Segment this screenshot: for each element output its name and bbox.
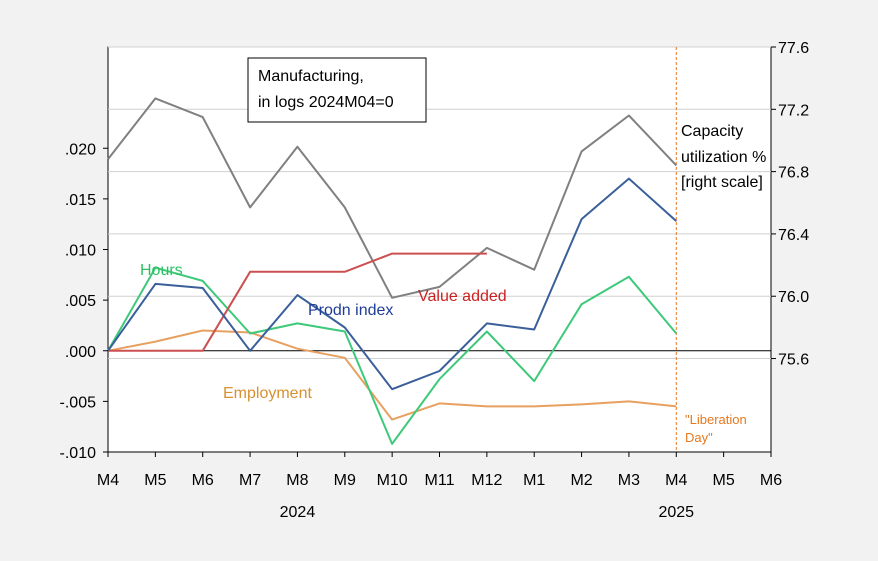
title-line-1: Manufacturing, — [258, 68, 364, 85]
x-tick-label: M7 — [239, 472, 261, 489]
x-tick-label: M1 — [523, 472, 545, 489]
series-line-hours — [107, 266, 678, 445]
x-tick-label: M2 — [570, 472, 592, 489]
series-label-prodn-index: Prodn index — [308, 302, 393, 319]
x-tick-label: M3 — [618, 472, 640, 489]
x-tick-label: M11 — [425, 472, 455, 489]
series-line-capacity-utilization-right-scale — [107, 97, 678, 299]
x-tick-label: M6 — [192, 472, 214, 489]
right-tick-label: 77.6 — [778, 40, 809, 57]
title-box-frame — [247, 57, 427, 123]
x-tick-label: M10 — [377, 472, 408, 489]
right-tick-label: 76.8 — [778, 165, 809, 182]
title-box: Manufacturing, in logs 2024M04=0 — [247, 57, 427, 123]
x-tick-label: M9 — [334, 472, 356, 489]
grid-lines — [108, 46, 771, 360]
left-tick-label: .010 — [65, 243, 96, 260]
series-label-value-added: Value added — [418, 288, 507, 305]
series-label-capacity-line-1: Capacity — [681, 123, 743, 140]
x-tick-label: M5 — [713, 472, 735, 489]
x-tick-label: M4 — [97, 472, 119, 489]
right-tick-label: 76.0 — [778, 289, 809, 306]
left-tick-label: -.010 — [60, 445, 97, 462]
annotation-label-line-1: "Liberation — [685, 412, 747, 427]
right-tick-label: 76.4 — [778, 227, 809, 244]
x-tick-label: M5 — [144, 472, 166, 489]
right-tick-label: 77.2 — [778, 102, 809, 119]
annotation-label-line-2: Day" — [685, 430, 713, 445]
series-line-employment — [107, 329, 677, 421]
series-label-hours: Hours — [140, 262, 183, 279]
series-labels: Hours Prodn index Value added Employment… — [140, 123, 766, 445]
tick-labels: 75.6 76.0 76.4 76.8 77.2 77.6 -.010 -.005 .000 .0… — [60, 40, 810, 489]
left-tick-label: .000 — [65, 344, 96, 361]
year-label: 2025 — [658, 504, 694, 521]
series-lines — [107, 97, 678, 445]
x-tick-label: M8 — [286, 472, 308, 489]
series-label-employment: Employment — [223, 385, 312, 402]
left-tick-label: .005 — [65, 293, 96, 310]
year-label: 2024 — [280, 504, 316, 521]
year-labels: 2024 2025 — [280, 504, 695, 521]
x-tick-label: M12 — [471, 472, 502, 489]
series-label-capacity-line-2: utilization % — [681, 149, 766, 166]
left-tick-label: .015 — [65, 192, 96, 209]
x-tick-label: M4 — [665, 472, 687, 489]
title-line-2: in logs 2024M04=0 — [258, 94, 394, 111]
series-label-capacity-line-3: [right scale] — [681, 174, 763, 191]
series-line-prodn-index — [107, 177, 677, 391]
plot-area — [107, 46, 772, 453]
right-tick-label: 75.6 — [778, 352, 809, 369]
x-tick-label: M6 — [760, 472, 782, 489]
series-line-value-added — [108, 252, 487, 352]
left-tick-label: -.005 — [60, 394, 97, 411]
left-tick-label: .020 — [65, 141, 96, 158]
